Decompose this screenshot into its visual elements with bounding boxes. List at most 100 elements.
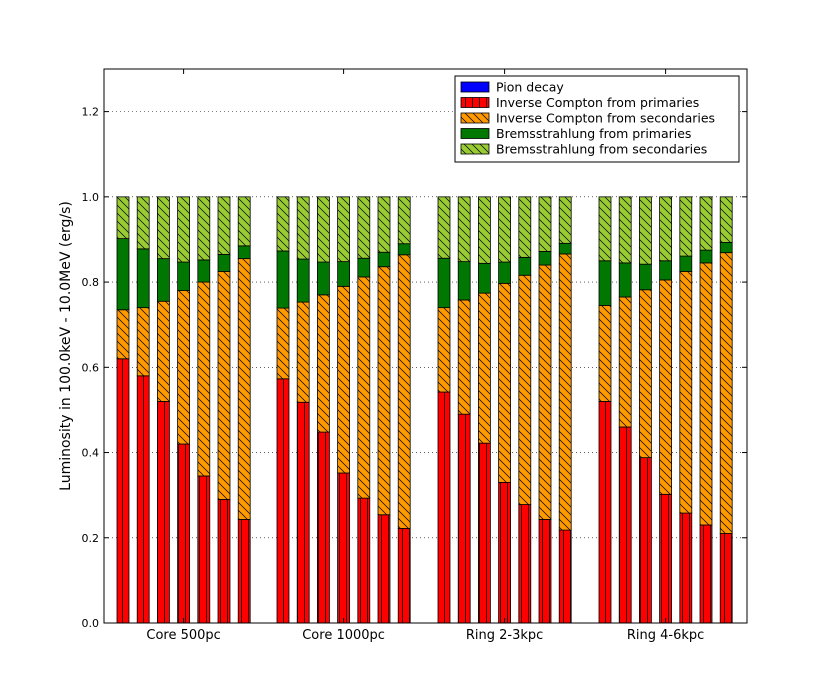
bar-hatch	[438, 196, 450, 259]
bar-hatch	[498, 482, 511, 623]
bar-hatch	[478, 293, 491, 444]
bar-hatch	[197, 475, 210, 623]
bar-hatch	[518, 275, 531, 505]
bar-hatch	[238, 196, 251, 246]
legend-label: Inverse Compton from primaries	[496, 95, 699, 110]
bar-segment-bremsstrahlung-from-primaries	[177, 261, 191, 292]
bar-segment-bremsstrahlung-from-primaries	[618, 262, 632, 298]
bar-segment-bremsstrahlung-from-primaries	[337, 261, 351, 287]
bar-hatch	[478, 443, 491, 623]
legend-swatch-hatch	[461, 144, 489, 154]
bar-hatch	[659, 196, 672, 261]
bar-hatch	[559, 530, 572, 623]
bar-hatch	[317, 432, 330, 623]
bar-hatch	[378, 266, 390, 515]
y-tick-label: 0.4	[82, 447, 100, 460]
bar-hatch	[337, 286, 350, 473]
bar-hatch	[518, 196, 531, 258]
bar-segment-bremsstrahlung-from-primaries	[538, 250, 552, 266]
bar-hatch	[137, 196, 150, 249]
bar-hatch	[679, 271, 692, 514]
bar-hatch	[518, 504, 531, 623]
plot-frame	[103, 68, 748, 624]
bars	[116, 196, 733, 624]
bar-segment-bremsstrahlung-from-primaries	[136, 248, 150, 309]
bar-segment-bremsstrahlung-from-primaries	[558, 242, 572, 255]
bar-hatch	[720, 533, 733, 623]
bar-hatch	[218, 196, 230, 255]
bar-hatch	[197, 282, 210, 476]
bar-segment-bremsstrahlung-from-primaries	[276, 250, 290, 309]
legend-label: Bremsstrahlung from primaries	[496, 126, 691, 141]
bar-hatch	[317, 294, 330, 433]
bar-hatch	[277, 308, 289, 379]
x-group-label: Core 1000pc	[302, 628, 385, 643]
bar-hatch	[458, 299, 471, 415]
bar-hatch	[720, 196, 733, 243]
bar-hatch	[619, 296, 632, 427]
bar-hatch	[478, 196, 491, 264]
legend-label: Inverse Compton from secondaries	[496, 111, 715, 126]
y-tick-label: 0.0	[82, 617, 100, 630]
bar-hatch	[700, 524, 712, 623]
bar-hatch	[218, 271, 230, 500]
bar-hatch	[498, 196, 511, 263]
bar-hatch	[297, 302, 310, 403]
legend-swatch	[460, 128, 490, 139]
bar-hatch	[659, 494, 672, 623]
bar-segment-bremsstrahlung-from-primaries	[437, 257, 451, 309]
legend-frame	[454, 75, 740, 163]
bar-segment-bremsstrahlung-from-primaries	[156, 258, 170, 302]
legend-label: Pion decay	[496, 80, 564, 95]
bar-hatch	[639, 289, 652, 458]
bar-hatch	[599, 196, 611, 261]
bar-segment-bremsstrahlung-from-primaries	[518, 256, 532, 276]
bar-hatch	[458, 414, 471, 623]
x-group-label: Ring 2-3kpc	[466, 628, 543, 643]
bar-segment-bremsstrahlung-from-primaries	[639, 263, 652, 291]
x-axis-group-labels: Core 500pc Core 1000pc Ring 2-3kpc Ring 4-6…	[146, 69, 704, 643]
bar-segment-bremsstrahlung-from-primaries	[316, 261, 330, 296]
bar-hatch	[238, 519, 251, 623]
bar-segment-bremsstrahlung-from-primaries	[397, 243, 411, 256]
bar-hatch	[137, 375, 150, 623]
bar-hatch	[337, 196, 350, 262]
bar-segment-bremsstrahlung-from-primaries	[197, 259, 211, 283]
bar-hatch	[659, 279, 672, 495]
bar-hatch	[317, 196, 330, 263]
bar-segment-bremsstrahlung-from-primaries	[679, 255, 693, 272]
bar-hatch	[297, 196, 310, 260]
bar-hatch	[679, 196, 692, 257]
bar-hatch	[398, 196, 411, 244]
bar-segment-bremsstrahlung-from-primaries	[477, 262, 491, 294]
bar-hatch	[498, 283, 511, 483]
y-axis-label: Luminosity in 100.0keV - 10.0MeV (erg/s)	[58, 201, 74, 491]
legend-swatch	[460, 81, 490, 93]
bar-hatch	[619, 426, 632, 623]
bar-segment-bremsstrahlung-from-primaries	[457, 261, 471, 301]
bar-hatch	[218, 499, 230, 623]
bar-hatch	[157, 301, 170, 402]
legend-swatch-hatch	[461, 97, 489, 108]
bar-hatch	[357, 498, 370, 623]
bar-hatch	[357, 196, 370, 259]
bar-segment-bremsstrahlung-from-primaries	[116, 238, 130, 311]
bar-hatch	[639, 457, 652, 623]
bar-segment-bremsstrahlung-from-primaries	[699, 249, 713, 264]
bar-hatch	[297, 402, 310, 623]
y-tick-label: 0.8	[82, 276, 100, 289]
bar-hatch	[177, 290, 190, 445]
bar-hatch	[137, 307, 150, 376]
bar-hatch	[559, 196, 572, 244]
bar-hatch	[177, 196, 190, 263]
bar-hatch	[398, 528, 411, 623]
bar-segment-bremsstrahlung-from-primaries	[377, 251, 391, 268]
y-tick-label: 1.2	[82, 106, 100, 119]
bar-hatch	[619, 196, 632, 263]
bar-segment-bremsstrahlung-from-primaries	[357, 257, 371, 278]
bar-hatch	[117, 358, 129, 623]
bar-hatch	[539, 265, 551, 520]
bar-hatch	[539, 519, 551, 623]
bar-hatch	[599, 305, 611, 402]
